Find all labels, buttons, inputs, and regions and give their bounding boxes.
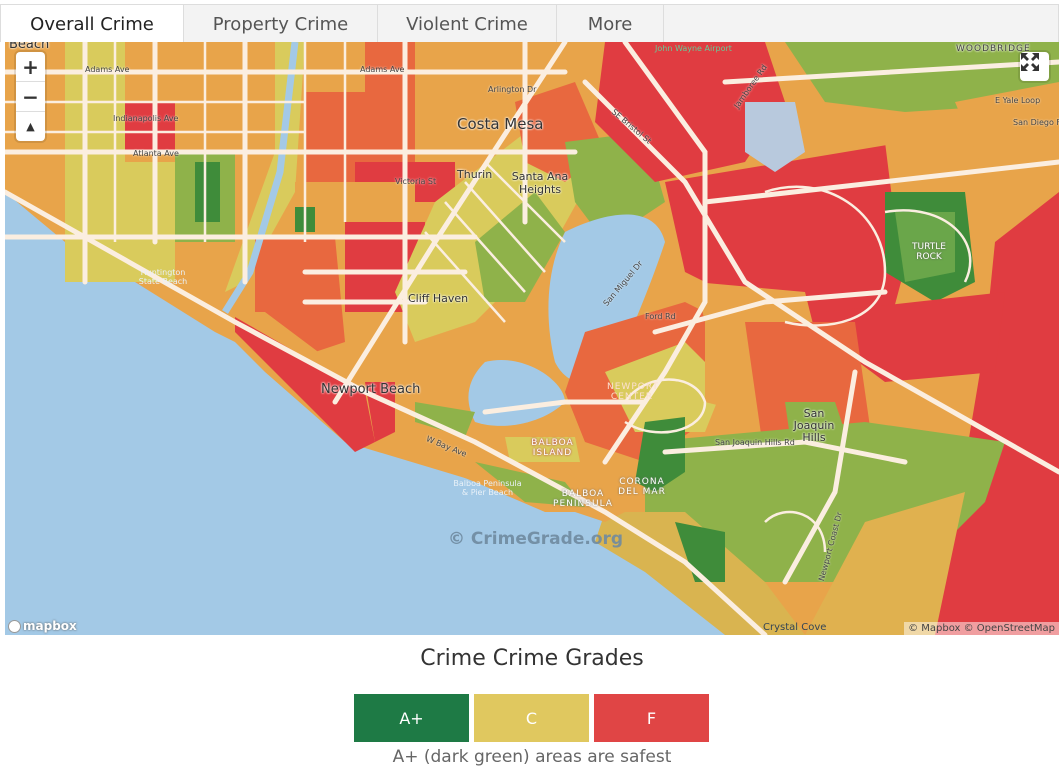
- place-label: Costa Mesa: [457, 115, 544, 133]
- zoom-in-button[interactable]: +: [16, 52, 45, 82]
- grade-c: C: [474, 694, 589, 742]
- street-label: E Yale Loop: [995, 96, 1041, 105]
- legend-note: A+ (dark green) areas are safest: [392, 747, 672, 767]
- place-label: CORONA DEL MAR: [618, 477, 666, 497]
- grade-f: F: [594, 694, 709, 742]
- map-attribution[interactable]: © Mapbox © OpenStreetMap: [904, 622, 1059, 635]
- crimegrade-watermark: © CrimeGrade.org: [448, 529, 624, 549]
- place-label: San Joaquin Hills: [793, 407, 835, 444]
- tab-violent-crime[interactable]: Violent Crime: [378, 5, 557, 43]
- place-label: Balboa Peninsula & Pier Beach: [453, 479, 522, 497]
- place-label: BALBOA PENINSULA: [553, 489, 613, 509]
- place-label: John Wayne Airport: [655, 44, 732, 53]
- place-label: Beach: [9, 42, 50, 52]
- fullscreen-icon: [1021, 53, 1039, 71]
- street-label: Indianapolis Ave: [113, 114, 179, 123]
- street-label: Atlanta Ave: [133, 149, 179, 158]
- legend-title: Crime Crime Grades: [420, 646, 644, 671]
- place-label: TURTLE ROCK: [912, 242, 946, 262]
- place-label: Huntington State Beach: [138, 268, 188, 286]
- street-label: San Joaquin Hills Rd: [715, 438, 795, 447]
- fullscreen-button[interactable]: [1020, 52, 1049, 81]
- place-label: Newport Beach: [321, 382, 421, 397]
- map-tiles: [5, 42, 1059, 635]
- place-label: WOODBRIDGE: [956, 44, 1031, 54]
- street-label: Adams Ave: [360, 65, 405, 74]
- mapbox-wordmark: mapbox: [23, 619, 77, 633]
- mapbox-logo[interactable]: mapbox: [8, 619, 77, 633]
- grade-a-plus: A+: [354, 694, 469, 742]
- place-label: BALBOA ISLAND: [531, 438, 574, 458]
- crime-type-tabs: Overall Crime Property Crime Violent Cri…: [0, 4, 1059, 43]
- map-zoom-controls: + − ▲: [16, 52, 45, 141]
- grade-legend: A+ C F: [354, 694, 709, 742]
- street-label: San Diego Fwy: [1013, 118, 1059, 127]
- crime-map[interactable]: Beach Costa Mesa Santa Ana Heights Thuri…: [5, 42, 1059, 635]
- place-label: NEWPORT CENTER: [607, 382, 659, 402]
- tab-overall-crime[interactable]: Overall Crime: [1, 5, 184, 43]
- compass-button[interactable]: ▲: [16, 112, 45, 141]
- tab-more[interactable]: More: [557, 5, 664, 43]
- place-label: Crystal Cove: [763, 622, 827, 633]
- zoom-out-button[interactable]: −: [16, 82, 45, 112]
- place-label: Cliff Haven: [408, 292, 469, 305]
- place-label: Thurin: [457, 168, 493, 181]
- street-label: Adams Ave: [85, 65, 130, 74]
- street-label: Arlington Dr: [488, 85, 537, 94]
- tab-property-crime[interactable]: Property Crime: [184, 5, 378, 43]
- mapbox-icon: [8, 619, 21, 633]
- place-label: Santa Ana Heights: [511, 170, 569, 196]
- compass-icon: ▲: [26, 120, 35, 133]
- street-label: Victoria St: [395, 177, 437, 186]
- street-label: Ford Rd: [645, 312, 676, 321]
